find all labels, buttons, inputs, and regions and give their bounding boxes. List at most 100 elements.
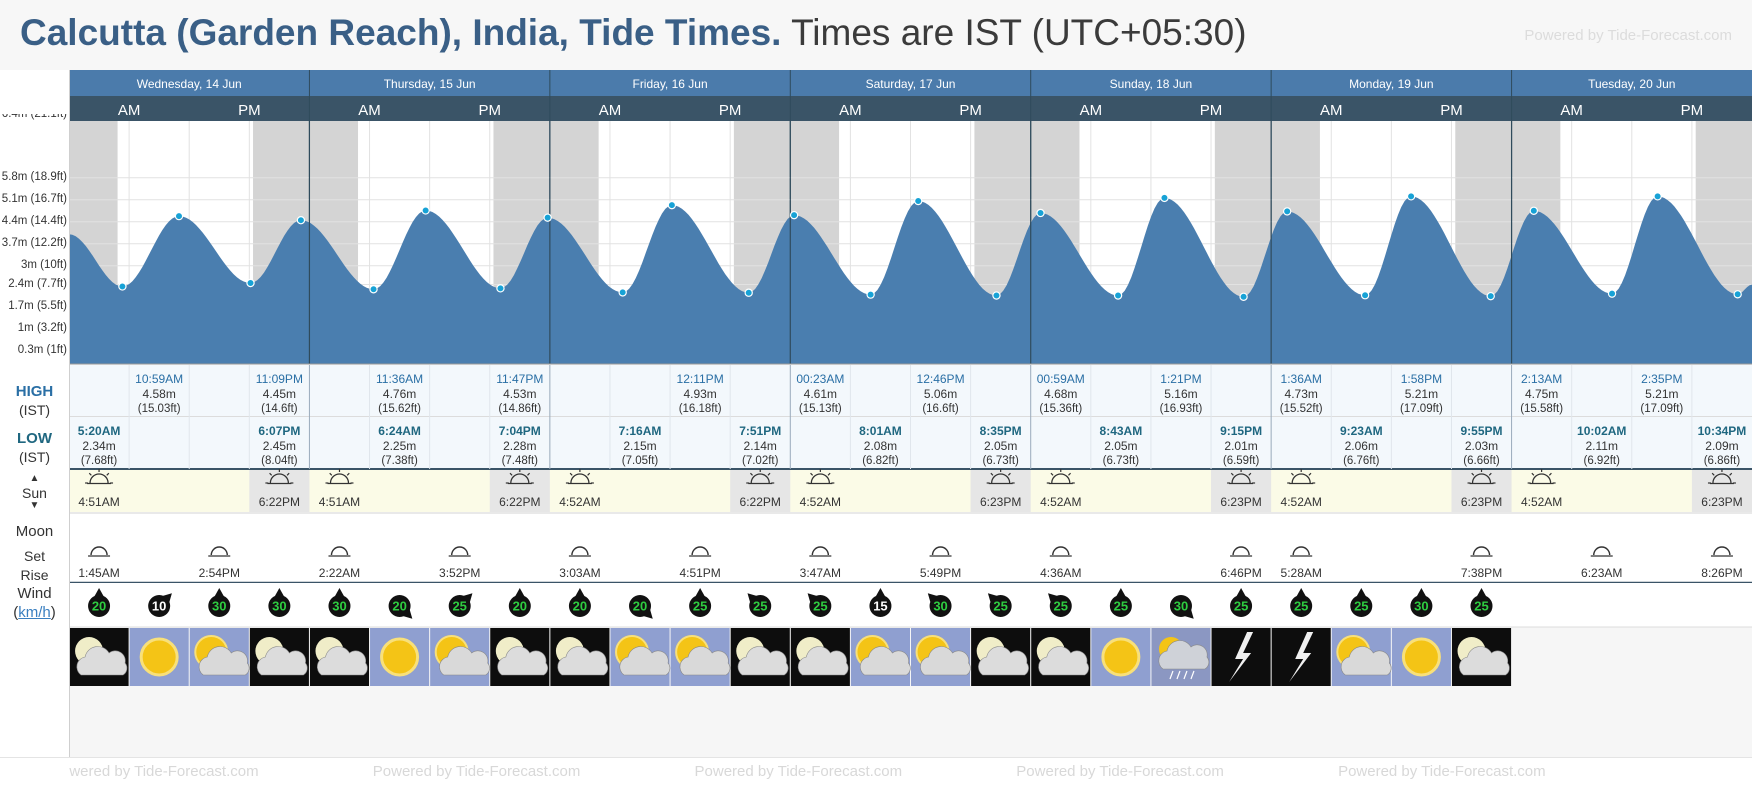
low-tide-height: 2.34m xyxy=(82,439,115,453)
y-tick-label: 1m (3.2ft) xyxy=(17,321,67,334)
am-label: AM xyxy=(1080,102,1103,119)
pm-label: PM xyxy=(479,102,502,119)
high-tide-height-ft: (17.09ft) xyxy=(1400,403,1443,415)
low-tide-time: 7:51PM xyxy=(739,424,781,438)
low-tide-time: 7:04PM xyxy=(499,424,541,438)
wind-arrow-icon xyxy=(1230,588,1253,617)
day-header: Monday, 19 Jun xyxy=(1349,77,1434,91)
high-label: HIGH xyxy=(15,383,54,400)
tide-point xyxy=(789,210,799,220)
moon-icon xyxy=(1292,546,1310,556)
moon-cloud-icon xyxy=(1031,628,1091,686)
tide-point xyxy=(174,211,184,221)
moon-icon xyxy=(330,546,349,556)
high-tide-height-ft: (15.13ft) xyxy=(799,403,842,415)
high-tide-time: 11:09PM xyxy=(256,372,303,386)
wind-speed: 25 xyxy=(1114,599,1128,614)
high-tide-time: 1:21PM xyxy=(1160,372,1201,386)
low-label: LOW xyxy=(17,430,52,447)
low-tide-height: 2.05m xyxy=(984,439,1017,453)
sunrise-time: 4:51AM xyxy=(319,495,360,509)
day-header: Thursday, 15 Jun xyxy=(384,77,476,91)
moon-icon xyxy=(1593,546,1611,556)
moon-cloud-icon xyxy=(971,628,1031,686)
wind-speed: 30 xyxy=(933,599,947,614)
moon-icon xyxy=(1052,546,1070,556)
moon-set-label: Set xyxy=(23,548,45,564)
sunset-time: 6:23PM xyxy=(1461,495,1502,509)
high-tide-height: 4.75m xyxy=(1525,387,1558,401)
tide-point xyxy=(246,278,255,288)
low-tide-time: 10:02AM xyxy=(1577,424,1626,438)
wind-arrow-icon xyxy=(1290,588,1313,617)
tide-point xyxy=(1733,290,1742,299)
sunset-icon xyxy=(1707,469,1736,485)
low-tide-time: 9:15PM xyxy=(1220,424,1262,438)
sunrise-icon xyxy=(1527,469,1556,485)
tide-point xyxy=(118,282,127,291)
tide-point xyxy=(1282,207,1292,216)
moon-icon xyxy=(691,546,709,556)
sunset-icon xyxy=(265,469,294,485)
low-tide-time: 5:20AM xyxy=(78,424,121,438)
sun-cloud-icon xyxy=(610,628,671,686)
wind-arrow-icon xyxy=(148,593,172,617)
low-tide-height: 2.06m xyxy=(1345,439,1378,453)
am-label: AM xyxy=(1560,102,1583,119)
wind-arrow-icon xyxy=(88,588,111,617)
high-tide-height: 5.21m xyxy=(1405,387,1438,401)
tide-curve xyxy=(69,196,1752,364)
high-tide-height: 4.76m xyxy=(383,387,416,401)
wind-speed: 25 xyxy=(452,599,466,614)
low-tide-height-ft: (6.59ft) xyxy=(1223,455,1260,467)
day-header: Wednesday, 14 Jun xyxy=(137,77,242,91)
moonrise-time: 3:47AM xyxy=(800,566,841,580)
low-tide-height: 2.09m xyxy=(1705,439,1738,453)
low-tide-height: 2.15m xyxy=(623,439,656,453)
sunset-time: 6:23PM xyxy=(1701,495,1742,509)
wind-speed: 10 xyxy=(152,599,166,614)
low-tide-height: 2.28m xyxy=(503,439,536,453)
high-tide-height-ft: (15.03ft) xyxy=(138,403,181,415)
wind-speed: 20 xyxy=(573,599,587,614)
sunset-time: 6:22PM xyxy=(499,495,540,509)
moonrise-time: 1:45AM xyxy=(78,566,119,580)
wind-speed: 30 xyxy=(1414,599,1428,614)
low-tide-height-ft: (7.05ft) xyxy=(622,455,659,467)
wind-arrow-icon xyxy=(268,588,291,617)
tide-point xyxy=(744,288,753,297)
high-tide-height: 5.16m xyxy=(1164,387,1197,401)
pm-label: PM xyxy=(1681,102,1704,119)
wind-arrow-icon xyxy=(987,593,1012,617)
powered-by-logo: Powered by Tide-Forecast.com xyxy=(1524,27,1732,44)
high-tide-height: 4.58m xyxy=(142,387,175,401)
moon-label: Moon xyxy=(15,523,54,540)
wind-speed: 15 xyxy=(873,599,887,614)
moon-cloud-icon xyxy=(69,628,129,686)
powered-by-footer-text: Powered by Tide-Forecast.com xyxy=(69,763,259,780)
low-tide-height-ft: (6.82ft) xyxy=(862,455,899,467)
wind-label: Wind xyxy=(17,585,52,602)
high-tide-time: 12:11PM xyxy=(677,372,724,386)
wind-speed: 30 xyxy=(1174,599,1188,614)
sunset-time: 6:23PM xyxy=(1220,495,1261,509)
night-thunderstorm-icon xyxy=(1271,628,1331,686)
low-tide-height: 2.08m xyxy=(864,439,897,453)
sun-icon xyxy=(370,628,430,686)
low-tide-height-ft: (7.68ft) xyxy=(81,455,118,467)
wind-speed: 25 xyxy=(1474,599,1488,614)
sunset-cell xyxy=(1691,470,1752,512)
moonrise-time: 3:03AM xyxy=(559,566,600,580)
low-tide-height-ft: (8.04ft) xyxy=(261,455,298,467)
moonrise-time: 6:46PM xyxy=(1220,566,1261,580)
sun-label: Sun xyxy=(22,485,47,501)
moonrise-time: 8:26PM xyxy=(1701,566,1742,580)
wind-unit-link[interactable]: km/h xyxy=(18,604,51,621)
low-tide-height-ft: (6.76ft) xyxy=(1343,455,1380,467)
low-tide-height-ft: (6.86ft) xyxy=(1704,455,1741,467)
tide-point xyxy=(496,284,505,293)
wind-speed: 25 xyxy=(813,599,827,614)
moon-icon xyxy=(931,546,950,556)
tide-point xyxy=(296,215,306,225)
sun-down-arrow-icon: ▼ xyxy=(29,500,40,511)
